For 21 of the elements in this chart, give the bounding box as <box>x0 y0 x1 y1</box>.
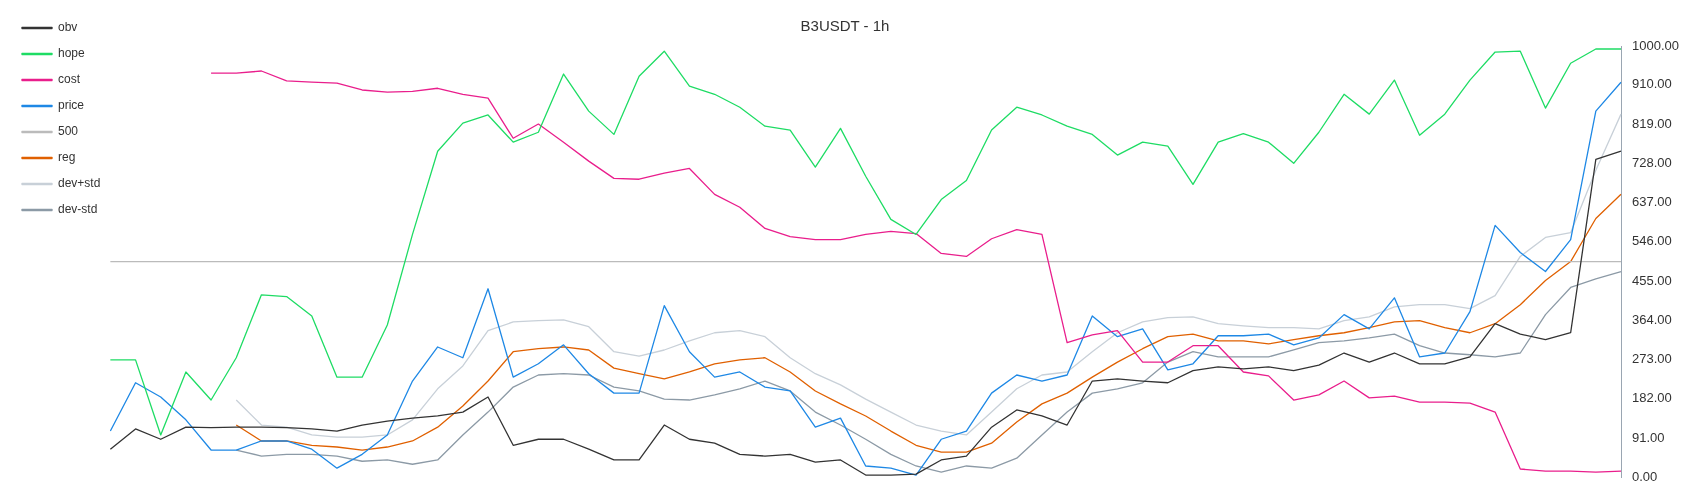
y-tick-label: 364.00 <box>1632 311 1672 327</box>
y-tick-label: 273.00 <box>1632 351 1672 367</box>
y-tick-label: 910.00 <box>1632 76 1672 92</box>
y-tick-label: 1000.00 <box>1632 37 1680 53</box>
y-tick-label: 182.00 <box>1632 390 1672 406</box>
legend-label: price <box>58 98 85 113</box>
y-tick-label: 0.00 <box>1632 468 1658 484</box>
y-tick-label: 819.00 <box>1632 115 1672 131</box>
legend-label: hope <box>58 46 86 61</box>
legend-label: reg <box>58 150 76 165</box>
y-tick-label: 728.00 <box>1632 154 1672 170</box>
legend-label: 500 <box>58 124 79 139</box>
legend-label: cost <box>58 72 81 87</box>
legend-label: dev+std <box>58 176 101 191</box>
chart-title: B3USDT - 1h <box>800 17 890 35</box>
y-tick-label: 455.00 <box>1632 272 1672 288</box>
legend-label: obv <box>58 20 78 35</box>
y-tick-label: 91.00 <box>1632 429 1665 445</box>
legend-label: dev-std <box>58 202 98 217</box>
y-tick-label: 546.00 <box>1632 233 1672 249</box>
y-tick-label: 637.00 <box>1632 194 1672 210</box>
